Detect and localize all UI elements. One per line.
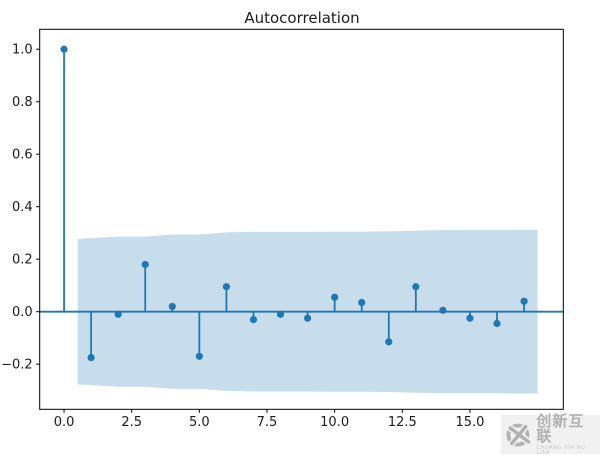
- watermark-brand-subtext: CHUANG XIN HU LIAN: [536, 444, 586, 456]
- acf-marker-lag-0: [60, 45, 68, 53]
- acf-marker-lag-5: [195, 352, 203, 360]
- y-tick-label: 0.0: [12, 305, 33, 320]
- acf-marker-lag-16: [493, 319, 501, 328]
- acf-marker-lag-1: [87, 354, 95, 362]
- acf-marker-lag-14: [439, 306, 447, 314]
- acf-marker-lag-12: [385, 338, 393, 346]
- acf-marker-lag-15: [466, 314, 474, 322]
- watermark-text-block: 创新互联 CHUANG XIN HU LIAN: [536, 411, 600, 456]
- x-tick-label: 12.5: [388, 415, 417, 430]
- axes-frame: [39, 28, 564, 410]
- acf-marker-lag-7: [249, 315, 258, 324]
- y-tick-label: 0.8: [12, 95, 33, 110]
- acf-marker-lag-3: [141, 260, 149, 269]
- acf-marker-lag-11: [358, 298, 366, 307]
- x-tick-label: 2.5: [121, 415, 142, 430]
- acf-marker-lag-4: [168, 302, 176, 311]
- y-tick-label: 1.0: [12, 43, 33, 58]
- acf-marker-lag-10: [331, 293, 339, 301]
- x-tick-label: 15.0: [455, 415, 484, 430]
- acf-marker-lag-8: [276, 310, 285, 318]
- watermark-brand-text: 创新互联: [536, 411, 585, 445]
- acf-marker-lag-6: [222, 283, 231, 291]
- y-tick-label: 0.2: [12, 253, 33, 268]
- cx-circle-logo-icon: [506, 422, 533, 447]
- x-tick-label: 7.5: [257, 415, 278, 430]
- acf-marker-lag-2: [114, 310, 122, 318]
- acf-marker-lag-13: [412, 283, 420, 291]
- chart-title: Autocorrelation: [244, 9, 360, 27]
- x-tick-label: 5.0: [189, 415, 210, 430]
- x-tick-label: 10.0: [320, 415, 349, 430]
- acf-marker-lag-9: [303, 314, 312, 322]
- acf-marker-lag-17: [520, 297, 528, 305]
- x-tick-label: 0.0: [54, 415, 75, 430]
- y-tick-label: 0.6: [12, 148, 33, 163]
- watermark: 创新互联 CHUANG XIN HU LIAN: [501, 411, 600, 456]
- y-tick-label: 0.4: [12, 200, 33, 215]
- y-tick-label: −0.2: [1, 358, 33, 373]
